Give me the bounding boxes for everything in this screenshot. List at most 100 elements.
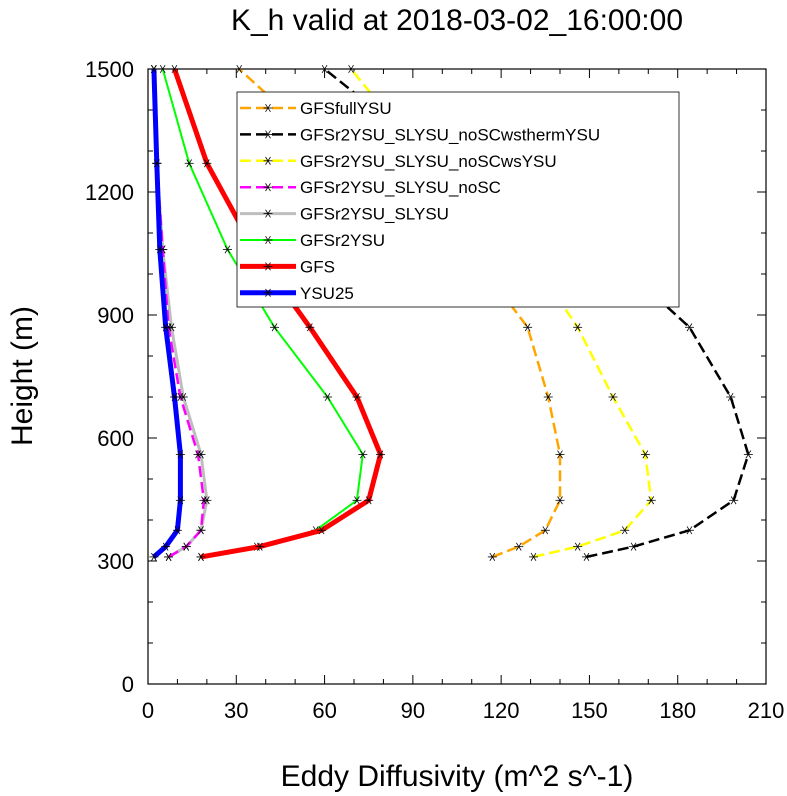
legend-label: GFS <box>300 257 335 276</box>
data-point-marker <box>729 496 739 505</box>
x-tick-label: 90 <box>401 698 425 723</box>
data-point-marker <box>222 245 232 254</box>
series-line <box>172 68 383 560</box>
chart-title: K_h valid at 2018-03-02_16:00:00 <box>231 4 683 37</box>
data-point-marker <box>620 526 630 535</box>
y-axis-label: Height (m) <box>6 306 39 446</box>
legend-item: GFSr2YSU_SLYSU_noSC <box>240 178 501 197</box>
data-point-marker <box>529 552 539 561</box>
legend-item: GFSr2YSU_SLYSU <box>240 205 449 224</box>
data-point-marker <box>646 496 656 505</box>
data-point-marker <box>726 392 736 402</box>
data-point-marker <box>305 323 315 332</box>
data-point-marker <box>608 392 618 402</box>
series-ysu25 <box>149 64 185 561</box>
x-tick-label: 30 <box>224 698 248 723</box>
y-tick-label: 900 <box>97 303 134 328</box>
data-point-marker <box>255 542 265 551</box>
legend-marker <box>263 103 273 113</box>
x-tick-label: 150 <box>571 698 608 723</box>
legend-marker <box>263 130 273 139</box>
data-point-marker <box>175 450 185 459</box>
x-tick-label: 180 <box>659 698 696 723</box>
data-point-marker <box>199 496 209 505</box>
legend-item: YSU25 <box>240 284 354 303</box>
legend-marker <box>263 183 273 192</box>
data-point-marker <box>346 64 356 74</box>
legend-marker <box>263 156 273 165</box>
data-point-marker <box>555 450 565 459</box>
legend-label: YSU25 <box>300 284 354 303</box>
data-point-marker <box>184 159 194 168</box>
y-tick-label: 0 <box>122 672 134 697</box>
x-axis-label: Eddy Diffusivity (m^2 s^-1) <box>281 760 634 793</box>
data-point-marker <box>364 496 374 505</box>
data-point-marker <box>573 323 583 332</box>
series-line <box>238 68 562 559</box>
data-point-marker <box>555 496 565 505</box>
data-point-marker <box>149 552 159 561</box>
data-point-marker <box>196 526 206 535</box>
legend-item: GFSfullYSU <box>240 99 392 118</box>
data-point-marker <box>175 496 185 505</box>
legend-item: GFSr2YSU_SLYSU_noSCwsYSU <box>240 152 557 171</box>
data-point-marker <box>684 526 694 535</box>
data-point-marker <box>352 496 362 505</box>
data-point-marker <box>640 450 650 459</box>
data-point-marker <box>169 392 179 402</box>
legend-item: GFSr2YSU_SLYSU_noSCwsthermYSU <box>240 125 600 144</box>
data-point-marker <box>161 323 171 332</box>
data-point-marker <box>514 542 524 551</box>
data-point-marker <box>543 392 553 402</box>
data-point-marker <box>684 323 694 332</box>
data-point-marker <box>317 526 327 535</box>
legend-box <box>236 91 680 308</box>
legend-label: GFSr2YSU_SLYSU_noSC <box>300 178 501 197</box>
series-gfs <box>169 64 385 561</box>
data-point-marker <box>152 159 162 168</box>
plot-frame <box>147 68 767 685</box>
legend-label: GFSr2YSU <box>300 231 385 250</box>
data-point-marker <box>172 526 182 535</box>
data-point-marker <box>375 450 385 459</box>
legend-marker <box>263 288 273 297</box>
data-point-marker <box>323 392 333 402</box>
legend-item: GFSr2YSU <box>240 231 385 250</box>
data-point-marker <box>487 552 497 561</box>
data-point-marker <box>573 542 583 551</box>
legend-label: GFSfullYSU <box>300 99 392 118</box>
data-point-marker <box>581 552 591 561</box>
y-tick-label: 1500 <box>85 57 134 82</box>
data-point-marker <box>358 450 368 459</box>
x-tick-label: 60 <box>312 698 336 723</box>
data-point-marker <box>202 159 212 168</box>
data-point-marker <box>743 450 753 459</box>
data-point-marker <box>352 392 362 402</box>
x-tick-label: 0 <box>142 698 154 723</box>
data-point-marker <box>523 323 533 332</box>
data-point-marker <box>193 450 203 459</box>
y-tick-label: 300 <box>97 549 134 574</box>
data-point-marker <box>270 323 280 332</box>
data-point-marker <box>320 64 330 74</box>
data-point-marker <box>161 542 171 551</box>
data-point-marker <box>234 64 244 74</box>
legend-marker <box>263 209 273 218</box>
data-point-marker <box>158 64 168 74</box>
x-tick-label: 120 <box>483 698 520 723</box>
series-line <box>151 68 183 559</box>
legend-label: GFSr2YSU_SLYSU <box>300 205 449 224</box>
legend-label: GFSr2YSU_SLYSU_noSCwsthermYSU <box>300 125 600 144</box>
legend-marker <box>263 262 273 271</box>
data-point-marker <box>155 245 165 254</box>
x-tick-label: 210 <box>748 698 785 723</box>
legend-marker <box>263 235 273 245</box>
data-point-marker <box>164 552 174 561</box>
legend-label: GFSr2YSU_SLYSU_noSCwsYSU <box>300 152 557 171</box>
data-point-marker <box>169 64 179 74</box>
y-tick-label: 1200 <box>85 180 134 205</box>
data-point-marker <box>149 64 159 74</box>
y-tick-label: 600 <box>97 426 134 451</box>
data-point-marker <box>181 542 191 551</box>
